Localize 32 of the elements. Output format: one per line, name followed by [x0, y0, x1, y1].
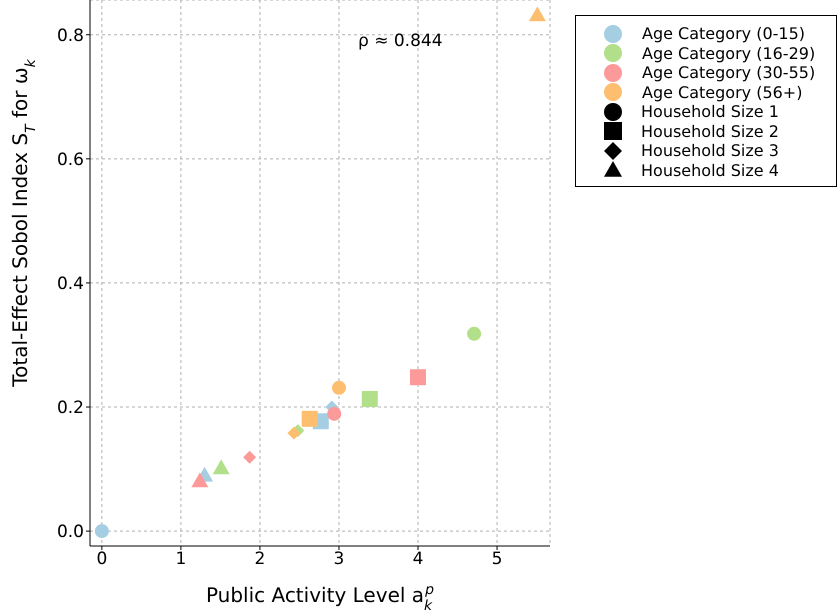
y-tick-label: 0.8	[56, 26, 84, 46]
point	[243, 450, 256, 464]
point	[287, 426, 300, 440]
legend-label: Household Size 1	[641, 102, 779, 122]
y-tick-label: 0.2	[56, 398, 84, 418]
legend-label: Age Category (0-15)	[642, 24, 805, 44]
legend-label: Household Size 2	[641, 122, 779, 141]
legend-label: Age Category (56+)	[642, 82, 802, 102]
point	[327, 406, 342, 421]
x-tick-label: 1	[175, 549, 186, 570]
legend-label: Age Category (30-55)	[642, 63, 816, 82]
y-tick-label: 0.4	[56, 274, 84, 294]
x-tick-label: 2	[254, 549, 266, 570]
x-tick-label: 4	[412, 549, 424, 570]
y-tick-label: 0.0	[56, 522, 84, 542]
point	[332, 380, 346, 395]
point	[191, 472, 208, 488]
x-tick-label: 5	[492, 549, 502, 570]
annotation: ρ ≈ 0.844	[358, 31, 443, 51]
point	[94, 524, 109, 538]
point	[212, 459, 230, 474]
point	[528, 6, 546, 22]
x-tick-label: 0	[96, 549, 108, 570]
point	[410, 369, 426, 386]
legend-label: Household Size 3	[641, 141, 779, 160]
legend-label: Household Size 4	[641, 160, 779, 180]
point	[467, 326, 482, 341]
point	[302, 410, 318, 427]
y-tick-label: 0.6	[56, 150, 84, 170]
point	[362, 390, 378, 407]
x-tick-label: 3	[334, 549, 344, 570]
legend-label: Age Category (16-29)	[642, 44, 816, 63]
